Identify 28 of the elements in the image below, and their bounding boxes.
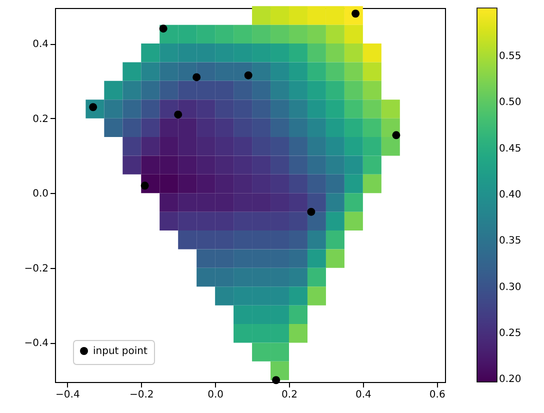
point [140,182,149,190]
color-bar-label: 0.25 [499,328,522,340]
x-tick-label: 0.0 [208,390,224,400]
x-tick-label: 0.2 [282,390,298,400]
point [192,73,201,82]
point [272,376,280,384]
color-bar-label: 0.20 [499,374,522,386]
point [174,110,182,119]
color-bar-label: 0.35 [499,236,522,247]
x-tick-label: −0.2 [129,390,154,400]
y-tick-label: 0.0 [32,188,48,200]
y-tick-label: 0.4 [32,39,48,50]
color-bar-label: 0.30 [499,282,522,293]
point [307,208,316,216]
y-tick-label: −0.4 [24,338,48,350]
color-bar-label: 0.50 [499,97,522,108]
x-tick-label: 0.4 [355,390,372,400]
point [159,24,168,33]
y-tick-label: 0.2 [32,114,48,125]
x-tick-label: −0.4 [56,390,80,400]
point [244,71,252,80]
x-tick-label: 0.6 [429,390,446,400]
legend-label: input point [93,346,148,357]
color-bar-label: 0.45 [499,143,522,154]
color-bar-label: 0.55 [499,51,522,62]
y-tick-label: −0.2 [24,263,48,274]
color-bar-label: 0.40 [499,190,522,201]
point [392,131,400,140]
